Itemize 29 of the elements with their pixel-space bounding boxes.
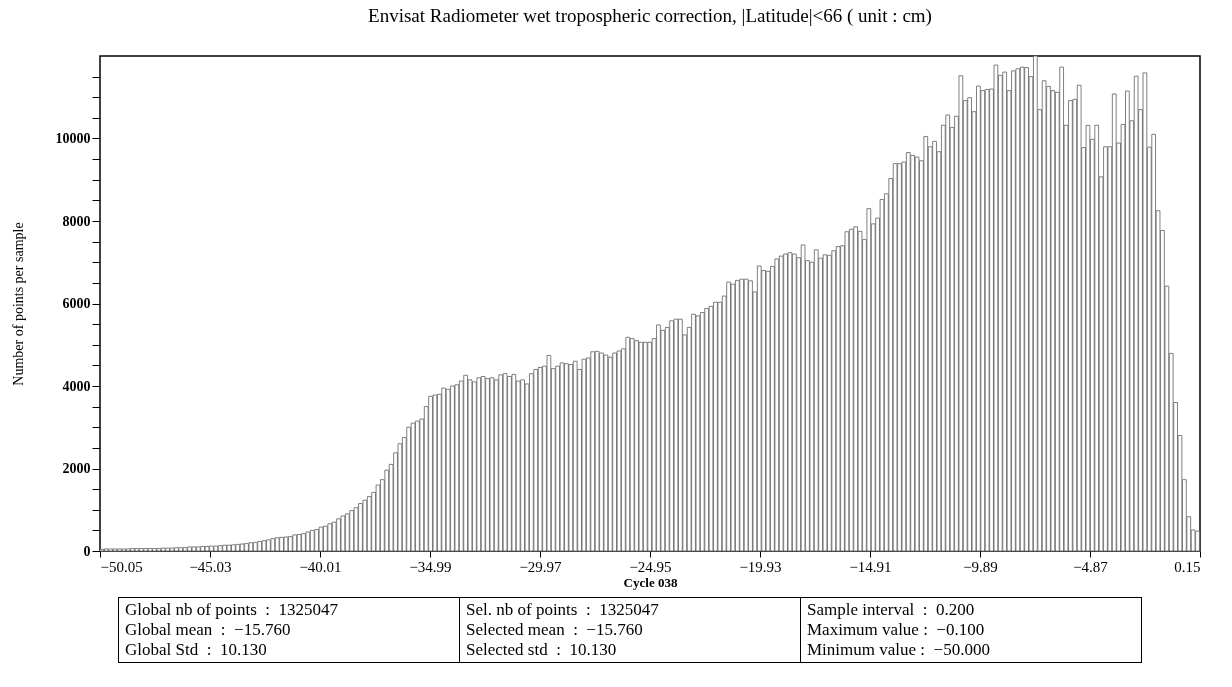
y-tick-label: 0 — [83, 543, 91, 559]
y-tick-label: 6000 — [62, 296, 91, 311]
x-tick-label: 0.15 — [1174, 558, 1201, 575]
y-tick-label: 4000 — [62, 378, 91, 394]
x-tick-label: −9.89 — [963, 558, 998, 575]
text: Selected mean : −15.760 — [466, 620, 643, 639]
x-tick-label: −24.95 — [629, 558, 672, 575]
x-tick-label: −34.99 — [409, 558, 452, 575]
y-tick-label: 2000 — [62, 461, 91, 476]
y-tick-label: 8000 — [62, 213, 91, 229]
x-tick-label: −19.93 — [739, 558, 782, 575]
x-tick-label: −45.03 — [189, 558, 232, 575]
x-axis-title: Cycle 038 — [623, 574, 678, 590]
text: Minimum value : −50.000 — [807, 640, 990, 659]
x-tick-label: −4.87 — [1073, 558, 1109, 575]
text: Maximum value : −0.100 — [807, 620, 985, 639]
text: Global mean : −15.760 — [125, 620, 291, 639]
chart-title: Envisat Radiometer wet tropospheric correction, |Latitude|<66 ( unit : cm) — [368, 4, 932, 27]
text: Sample interval : 0.200 — [807, 600, 975, 619]
y-tick-label: 10000 — [55, 131, 91, 146]
text: Global nb of points : 1325047 — [125, 600, 338, 619]
text: Global Std : 10.130 — [125, 640, 267, 659]
x-tick-label: −14.91 — [849, 558, 892, 575]
x-tick-label: −29.97 — [519, 558, 563, 575]
text: Selected std : 10.130 — [466, 640, 617, 659]
y-axis-title: Number of points per sample — [10, 222, 26, 386]
x-tick-label: −40.01 — [299, 558, 342, 575]
x-tick-label: −50.05 — [100, 558, 143, 575]
text: Sel. nb of points : 1325047 — [466, 600, 659, 619]
